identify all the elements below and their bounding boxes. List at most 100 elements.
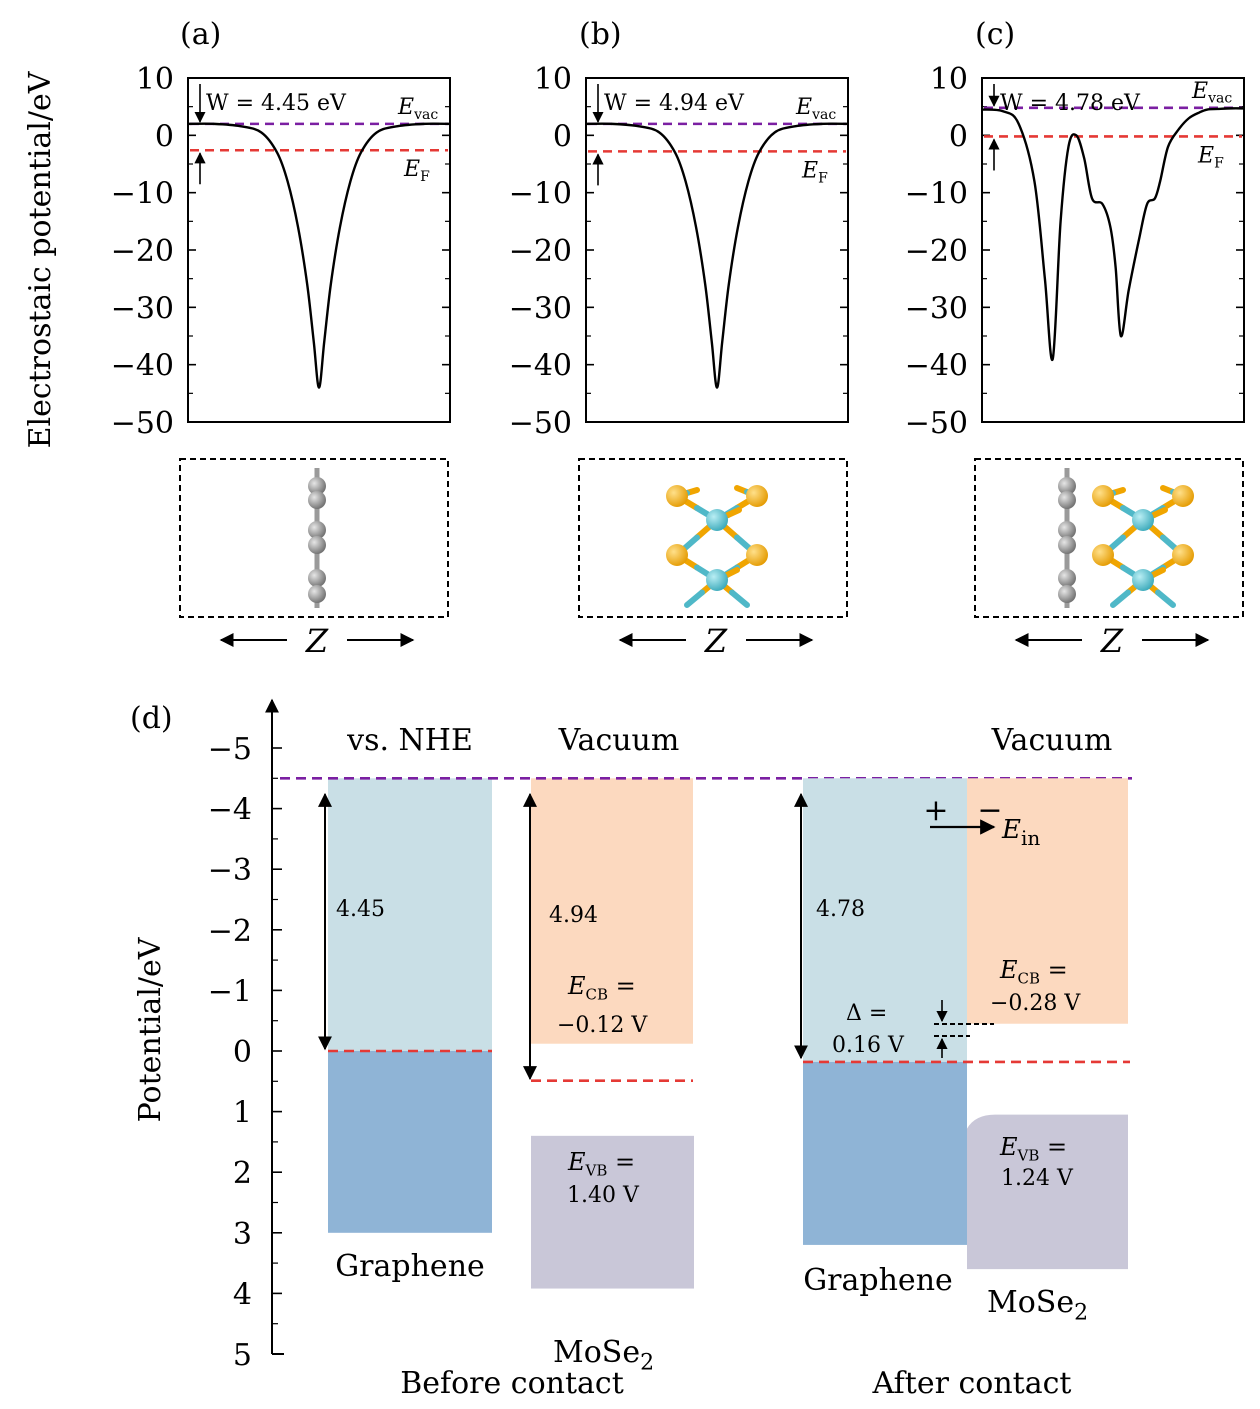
before-contact-label: Before contact [400, 1366, 624, 1401]
structure-frame [179, 458, 449, 618]
bond [1155, 589, 1176, 608]
heterostructure: Z [974, 458, 1244, 660]
cb-value-after: −0.28 V [990, 991, 1081, 1016]
z-axis-label: Z [704, 622, 728, 660]
evac-label: Evac [397, 95, 438, 123]
graphene-structure: Z [179, 458, 449, 660]
ef-label-symbol: E [403, 157, 420, 182]
y-axis-label: Potential/eV [133, 936, 168, 1122]
ef-label-subscript: F [1214, 155, 1224, 171]
molybdenum-atom [1132, 509, 1154, 531]
y-tick-label: −5 [208, 732, 252, 767]
selenium-atom [666, 485, 688, 507]
ef-label-symbol: E [801, 158, 818, 183]
ef-label: EF [403, 157, 430, 185]
y-tick-label: −30 [509, 291, 572, 326]
plot-frame [187, 77, 451, 423]
vb-label-before: EVB = [567, 1148, 635, 1179]
carbon-atom [1058, 536, 1076, 554]
cb-label-after: ECB = [999, 956, 1068, 987]
y-tick-label: 3 [233, 1217, 252, 1252]
y-axis-label: Electrostaic potential/eV [23, 70, 58, 448]
graphene-work-function-value: 4.45 [336, 897, 385, 922]
built-in-field-label-symbol: E [1001, 815, 1021, 845]
carbon-atom [308, 477, 326, 495]
y-tick-label: −10 [111, 177, 174, 212]
bond [1110, 589, 1131, 608]
mose2-valence-band-after [967, 1114, 1128, 1270]
selenium-atom [666, 544, 688, 566]
y-tick-label: 10 [136, 62, 174, 97]
mose2-label-after: MoSe2 [987, 1285, 1088, 1326]
panel-label-a: (a) [180, 17, 221, 52]
mose2-conduction-band-after [967, 778, 1128, 1024]
ef-label-symbol: E [1197, 143, 1214, 168]
molybdenum-atom [706, 509, 728, 531]
carbon-atom [308, 569, 326, 587]
vb-value-after: 1.24 V [1001, 1166, 1074, 1191]
bond [725, 507, 742, 518]
y-tick-label: −50 [509, 406, 572, 441]
y-tick-label: −50 [111, 406, 174, 441]
carbon-atom [1058, 521, 1076, 539]
work-function-value-after: 4.78 [816, 897, 865, 922]
graphene-filled-states [328, 1051, 492, 1233]
y-tick-label: −4 [208, 793, 252, 828]
vb-label-before-symbol: E [567, 1148, 586, 1176]
y-tick-label: −20 [509, 234, 572, 269]
carbon-atom [308, 491, 326, 509]
evac-label-symbol: E [795, 95, 812, 120]
ef-label: EF [801, 158, 828, 186]
delta-label: Δ = [846, 1001, 887, 1026]
vb-value-before: 1.40 V [567, 1183, 640, 1208]
mose2-label-after-subscript: 2 [1074, 1301, 1088, 1326]
carbon-atom [1058, 585, 1076, 603]
vacuum-label-before: Vacuum [558, 723, 680, 758]
bond [1150, 567, 1166, 578]
mose2-conduction-band [531, 778, 693, 1044]
ef-label-subscript: F [818, 170, 828, 186]
y-tick-label: 4 [233, 1277, 252, 1312]
built-in-field-label-subscript: in [1021, 826, 1040, 850]
selenium-atom [746, 485, 768, 507]
selenium-atom [1172, 485, 1194, 507]
graphene-label-before: Graphene [335, 1249, 485, 1284]
cb-label-before-eq: = [608, 972, 636, 1000]
positive-charge-sign: + [923, 793, 948, 828]
evac-label-subscript: vac [1207, 91, 1232, 107]
carbon-atom [1058, 491, 1076, 509]
y-tick-label: −40 [111, 349, 174, 384]
evac-label-subscript: vac [811, 107, 836, 123]
negative-charge-sign: − [977, 793, 1002, 828]
vb-label-after-symbol: E [999, 1133, 1018, 1161]
after-contact-label: After contact [872, 1366, 1072, 1401]
carbon-atom [308, 585, 326, 603]
y-tick-label: 10 [930, 62, 968, 97]
y-tick-label: −3 [208, 853, 252, 888]
cb-label-after-subscript: CB [1018, 969, 1041, 987]
vs-nhe-label: vs. NHE [346, 723, 473, 758]
y-tick-label: −20 [111, 234, 174, 269]
cb-label-before: ECB = [567, 972, 636, 1003]
z-axis-label: Z [1100, 622, 1124, 660]
bond [724, 567, 740, 578]
vb-label-before-eq: = [607, 1148, 635, 1176]
vb-label-before-subscript: VB [585, 1161, 608, 1179]
y-tick-label: 5 [233, 1338, 252, 1373]
ef-label-subscript: F [420, 169, 430, 185]
ef-label: EF [1197, 143, 1224, 171]
bond [1151, 507, 1168, 518]
y-tick-label: 0 [553, 119, 572, 154]
vacuum-label-after: Vacuum [991, 723, 1113, 758]
potential-curve [187, 122, 451, 389]
cb-label-before-subscript: CB [586, 985, 609, 1003]
panel-label-d: (d) [130, 701, 173, 736]
selenium-atom [1092, 544, 1114, 566]
cb-label-before-symbol: E [567, 972, 586, 1000]
delta-value: 0.16 V [832, 1033, 905, 1058]
evac-label: Evac [795, 95, 836, 123]
potential-curve [585, 122, 849, 389]
cb-label-after-symbol: E [999, 956, 1018, 984]
